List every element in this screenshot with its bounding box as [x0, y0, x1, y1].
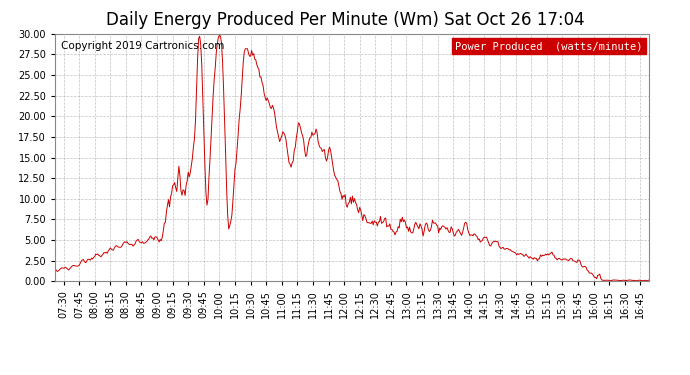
Text: Power Produced  (watts/minute): Power Produced (watts/minute): [455, 41, 642, 51]
Text: Copyright 2019 Cartronics.com: Copyright 2019 Cartronics.com: [61, 41, 224, 51]
Text: Daily Energy Produced Per Minute (Wm) Sat Oct 26 17:04: Daily Energy Produced Per Minute (Wm) Sa…: [106, 11, 584, 29]
